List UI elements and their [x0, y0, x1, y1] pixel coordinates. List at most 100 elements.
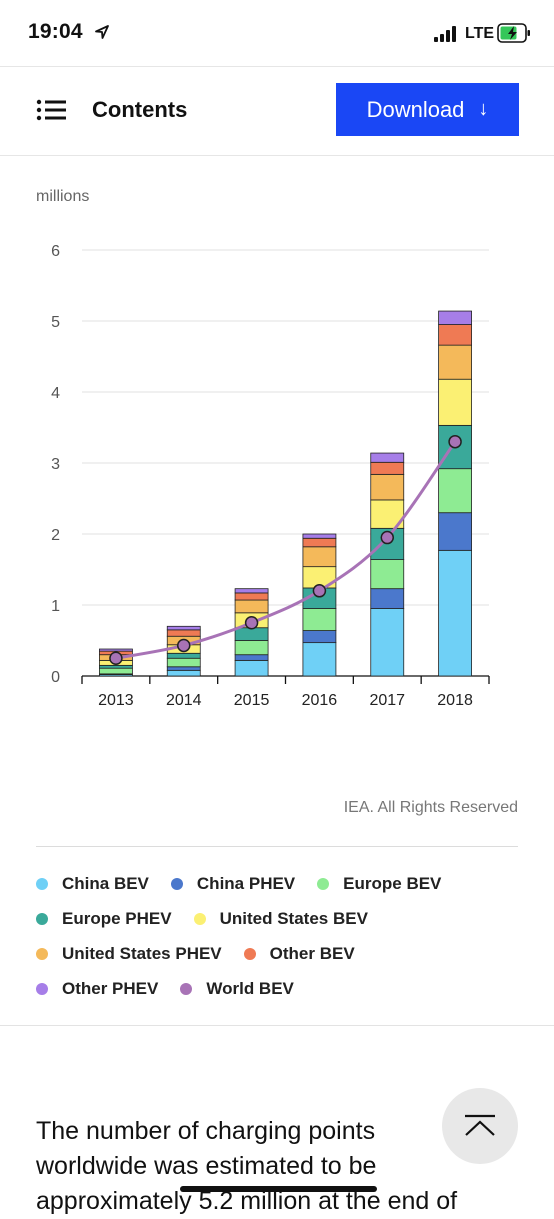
y-axis-unit-label: millions [36, 188, 90, 205]
scroll-up-icon [465, 1114, 495, 1136]
x-tick-label: 2018 [437, 692, 473, 709]
bar-segment [234, 627, 269, 641]
bar-segment [302, 546, 337, 568]
bar-segment [370, 461, 405, 475]
bar-segment [234, 588, 269, 594]
legend-label: World BEV [206, 978, 294, 998]
bar-segment [302, 537, 337, 548]
bar-segment [370, 588, 405, 609]
bar-segment [234, 592, 269, 601]
bar-segment [438, 549, 472, 677]
top-navigation: Contents Download ↓ [0, 66, 554, 156]
legend-color-dot [36, 982, 48, 995]
legend-row: China BEV China PHEV Europe BEV [36, 866, 526, 901]
signal-strength-icon [434, 26, 456, 42]
y-tick-label: 4 [51, 385, 60, 402]
x-tick-label: 2013 [98, 692, 134, 709]
network-type: LTE [465, 25, 495, 42]
legend-item[interactable]: Europe BEV [317, 874, 441, 894]
bar-segment [234, 654, 269, 661]
bar-segment [438, 468, 472, 514]
bar-segment [166, 652, 201, 659]
world-bev-line [115, 440, 457, 660]
bar-segment [302, 533, 337, 539]
y-tick-label: 5 [51, 314, 60, 331]
legend-color-dot [243, 947, 256, 960]
bar-segment [166, 669, 201, 677]
bar-segment [438, 378, 472, 426]
legend-item[interactable]: United States PHEV [36, 944, 222, 964]
home-indicator [180, 1186, 377, 1192]
legend-color-dot [180, 982, 193, 995]
location-arrow-icon [95, 25, 109, 39]
download-label: Download [366, 96, 465, 122]
section-divider [0, 1025, 554, 1026]
y-tick-label: 0 [51, 669, 60, 686]
legend-color-dot [36, 877, 48, 890]
legend-item[interactable]: World BEV [180, 979, 294, 999]
stacked-bar-chart: 0 1 2 3 4 5 6 2013 2014 2015 2016 2017 2018 [51, 243, 490, 709]
legend-item[interactable]: Other BEV [243, 943, 355, 964]
bar-segment [302, 608, 337, 631]
bar-segment [370, 473, 405, 501]
x-tick-label: 2017 [369, 692, 405, 709]
legend-item[interactable]: China PHEV [170, 873, 296, 894]
divider [36, 846, 518, 847]
bar-segment [438, 324, 472, 346]
bar-segment [99, 648, 133, 652]
bar-segment [99, 667, 133, 675]
legend-item[interactable]: Europe PHEV [36, 909, 172, 929]
bar-segment [166, 625, 201, 631]
bar-segment [370, 559, 405, 590]
menu-icon[interactable] [36, 99, 68, 121]
y-tick-label: 2 [51, 527, 60, 544]
x-tick-label: 2015 [234, 692, 270, 709]
legend-color-dot [170, 877, 183, 890]
world-bev-point [312, 584, 327, 598]
world-bev-point [109, 651, 123, 665]
bar-segment [234, 659, 269, 677]
y-tick-label: 3 [51, 456, 60, 473]
legend-row: Other PHEV World BEV [36, 971, 526, 1006]
chart-legend: China BEV China PHEV Europe BEV Europe PHEV… [36, 866, 526, 1006]
legend-label: Other BEV [269, 943, 355, 963]
contents-title[interactable]: Contents [92, 97, 188, 122]
legend-row: Europe PHEV United States BEV [36, 901, 526, 936]
x-tick-label: 2016 [302, 692, 338, 709]
bar-segment [166, 657, 201, 668]
battery-charging-icon [497, 23, 530, 43]
status-bar: 19:04 LTE [0, 0, 554, 66]
legend-item[interactable]: China BEV [36, 874, 149, 894]
legend-label: Europe BEV [343, 873, 442, 893]
legend-label: China BEV [62, 873, 149, 893]
legend-label: Europe PHEV [62, 908, 172, 928]
bar-segment [234, 640, 269, 656]
chart-credit[interactable]: IEA. All Rights Reserved [343, 799, 518, 816]
download-button[interactable]: Download ↓ [336, 83, 519, 136]
bar-segment [438, 512, 472, 551]
legend-label: Other PHEV [62, 978, 159, 998]
y-tick-label: 6 [51, 243, 60, 260]
article-paragraph: The number of charging points worldwide … [36, 1114, 506, 1219]
y-tick-label: 1 [51, 598, 60, 615]
bar-segment [166, 629, 201, 637]
bar-segment [99, 664, 133, 669]
bar-segment [370, 608, 405, 677]
bar-segment [302, 642, 337, 677]
legend-item[interactable]: Other PHEV [36, 979, 158, 999]
bar-segment [234, 599, 269, 614]
bar-segment [438, 310, 472, 325]
article-line-1: The number of charging points [36, 1117, 376, 1145]
scroll-to-top-button[interactable] [442, 1088, 518, 1164]
legend-label: United States BEV [219, 908, 368, 928]
bar-segment [438, 344, 472, 380]
status-time: 19:04 [28, 20, 83, 43]
bar-segment [370, 452, 405, 463]
legend-row: United States PHEV Other BEV [36, 936, 526, 971]
legend-item[interactable]: United States BEV [193, 908, 368, 929]
world-bev-point [244, 616, 259, 630]
download-arrow-icon: ↓ [478, 98, 489, 120]
legend-color-dot [36, 947, 48, 960]
legend-label: China PHEV [196, 873, 296, 893]
world-bev-point [177, 638, 191, 653]
